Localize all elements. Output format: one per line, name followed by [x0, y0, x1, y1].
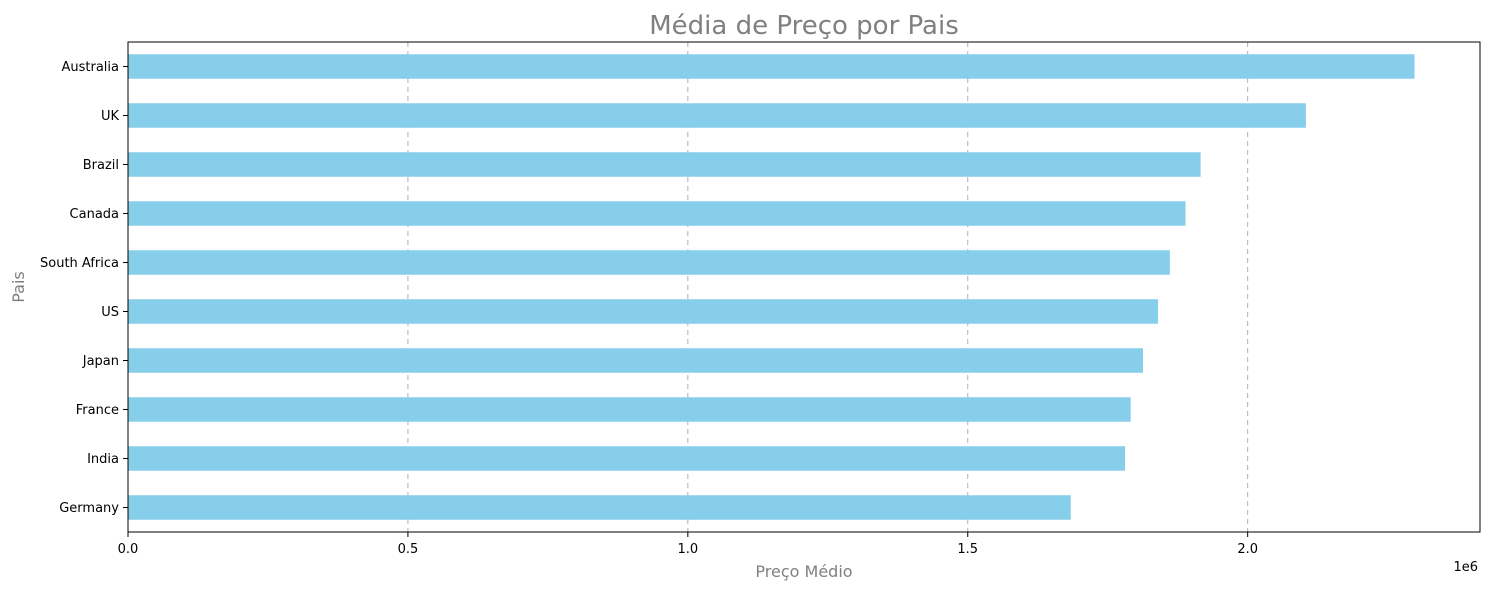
y-tick-label: US [101, 305, 119, 320]
x-tick-label: 0.5 [398, 542, 419, 557]
x-tick-label: 0.0 [118, 542, 139, 557]
y-tick-label: Brazil [83, 158, 119, 173]
bar [128, 348, 1143, 373]
y-tick-label: Japan [82, 354, 119, 369]
bar [128, 201, 1186, 226]
bars [128, 54, 1415, 520]
x-axis-ticks: 0.0 0.5 1.0 1.5 2.0 [118, 532, 1258, 557]
x-tick-label: 1.0 [677, 542, 698, 557]
bar [128, 299, 1159, 324]
y-tick-label: South Africa [40, 256, 119, 271]
x-axis-label: Preço Médio [755, 562, 852, 581]
y-tick-label: India [87, 452, 119, 467]
x-tick-label: 1.5 [957, 542, 978, 557]
y-tick-label: Germany [59, 501, 119, 516]
bar [128, 54, 1415, 79]
y-axis-label: Pais [9, 271, 28, 303]
y-tick-label: Australia [61, 60, 119, 75]
y-tick-label: France [76, 403, 119, 418]
chart-title: Média de Preço por Pais [649, 11, 959, 41]
bar [128, 103, 1306, 128]
y-tick-label: UK [101, 109, 120, 124]
x-tick-label: 2.0 [1237, 542, 1258, 557]
bar [128, 397, 1131, 422]
x-offset-label: 1e6 [1453, 560, 1478, 575]
bar [128, 446, 1126, 471]
plot-frame [127, 41, 1481, 533]
y-tick-label: Canada [70, 207, 119, 222]
y-axis-ticks: Australia UK Brazil Canada South Africa US Jap… [40, 60, 128, 516]
bar [128, 495, 1071, 520]
bar [128, 250, 1170, 275]
bar [128, 152, 1201, 177]
